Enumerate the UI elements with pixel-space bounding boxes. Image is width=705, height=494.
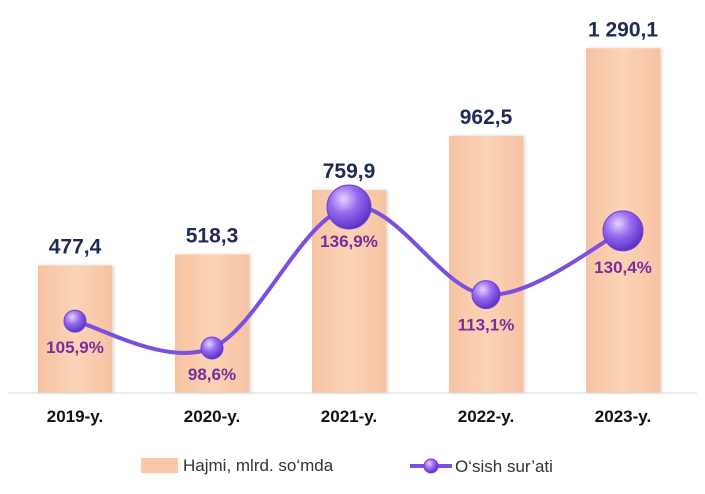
x-tick-label: 2019-y.	[47, 407, 103, 426]
line-layer	[63, 184, 644, 360]
growth-rate-marker	[200, 336, 224, 360]
bar-value-label: 759,9	[323, 160, 376, 183]
legend-label-volume: Hajmi, mlrd. so‘mda	[183, 456, 334, 475]
growth-rate-marker	[63, 309, 87, 333]
bar-value-label: 1 290,1	[588, 18, 658, 41]
growth-rate-label: 136,9%	[320, 232, 378, 251]
x-tick-label: 2023-y.	[595, 407, 651, 426]
growth-rate-marker	[602, 210, 644, 252]
legend-swatch-volume	[141, 458, 178, 473]
labels-layer: 477,4 518,3 759,9 962,5 1 290,1 2019-y. 2020-y…	[46, 18, 658, 426]
growth-rate-label: 98,6%	[188, 365, 236, 384]
legend-label-growth: O‘sish sur’ati	[455, 457, 553, 476]
growth-rate-label: 113,1%	[458, 316, 515, 335]
legend-marker-growth	[423, 458, 439, 474]
growth-rate-label: 130,4%	[594, 258, 652, 277]
bar-value-label: 477,4	[49, 235, 102, 258]
growth-rate-label: 105,9%	[46, 338, 104, 357]
bar-2020-y.	[175, 254, 249, 393]
x-tick-label: 2021-y.	[321, 407, 377, 426]
growth-rate-marker	[326, 184, 372, 230]
growth-rate-marker	[471, 280, 501, 310]
x-tick-label: 2022-y.	[458, 407, 514, 426]
legend: Hajmi, mlrd. so‘mda O‘sish sur’ati	[141, 456, 553, 476]
bar-2022-y.	[449, 135, 523, 393]
x-tick-label: 2020-y.	[184, 407, 240, 426]
bar-value-label: 518,3	[186, 225, 239, 248]
bar-value-label: 962,5	[460, 106, 513, 129]
